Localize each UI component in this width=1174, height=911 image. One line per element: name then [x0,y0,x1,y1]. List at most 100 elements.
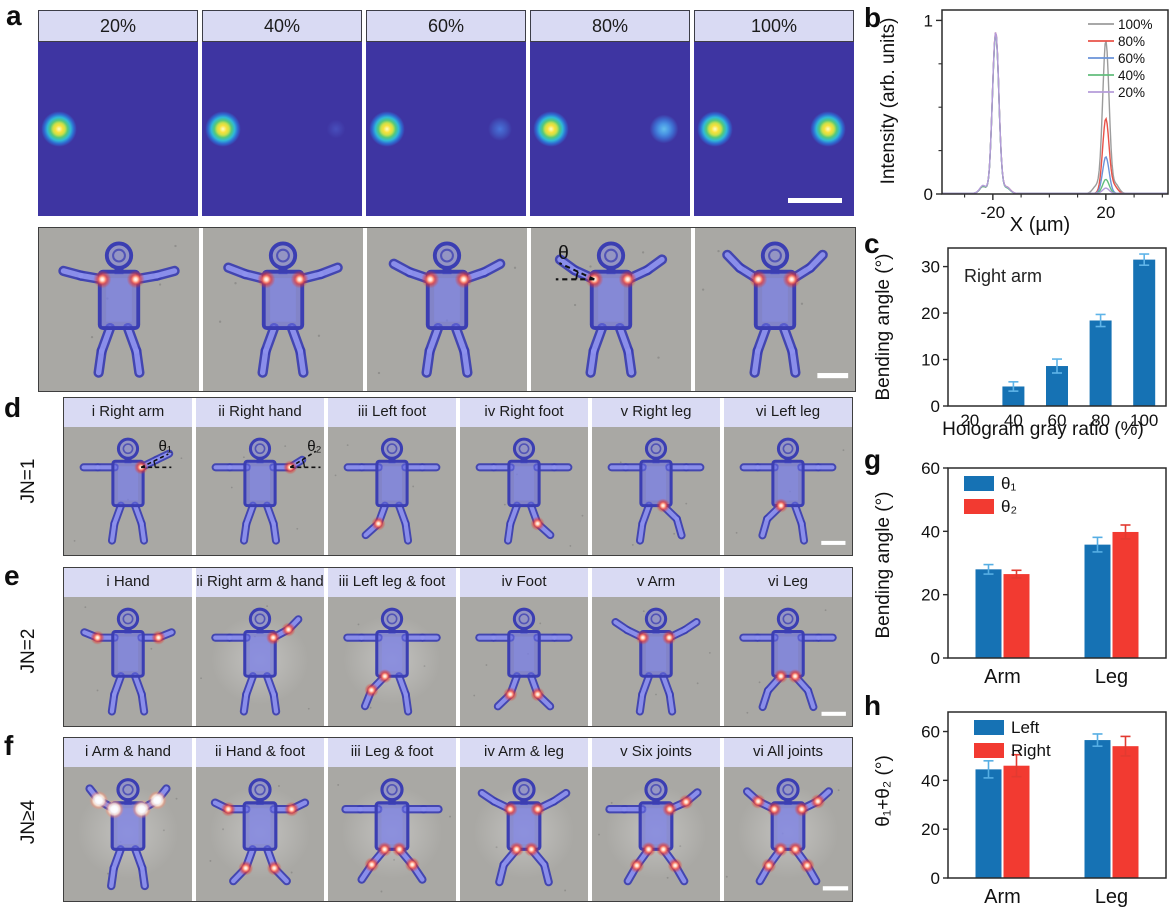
microrobot-image-area [328,767,456,901]
scale-bar [822,886,849,891]
laser-spot-R-hip [656,498,671,513]
microrobot-image [473,778,575,892]
laser-spot-R-shoulder [126,270,145,289]
chart-c-plot: 0 10 20 30 20 40 60 80 100 Right arm [906,238,1174,443]
optical-trap-spot [368,111,405,147]
panel-a-robot-row: θ [38,227,856,392]
microrobot-image-area [724,767,852,901]
svg-text:80%: 80% [1118,34,1145,49]
laser-spot-R-hip [788,841,803,857]
svg-text:60%: 60% [1118,51,1145,66]
microrobot-image-area [328,427,456,555]
microrobot-cell [695,228,855,391]
microrobot-image-area: θ₂ [196,427,324,555]
microrobot-cell: v Arm [592,568,720,726]
panel-letter-a: a [6,0,22,31]
microrobot-image-area [196,767,324,901]
svg-text:θ₁: θ₁ [159,438,173,455]
svg-text:20: 20 [921,820,940,839]
svg-text:40%: 40% [1118,68,1145,83]
chart-b-ylabel: Intensity (arb. units) [878,17,899,185]
microrobot-cell [39,228,199,391]
svg-text:0: 0 [931,649,940,668]
bar-chart-g: 0 20 40 60 Arm Leg θ₁ θ₂ [921,459,1167,688]
panel-f-row: i Arm & hand ii Hand & foot iii Leg & foot… [63,737,853,902]
microrobot-image [200,605,310,716]
svg-text:40: 40 [921,522,940,541]
hologram-image [530,42,690,216]
cell-caption: iv Right foot [460,398,588,427]
laser-spot-R-shoulder [132,799,152,819]
hologram-cell: 40% [202,10,362,216]
gray-ratio-label: 100% [694,10,854,42]
laser-spot-R-shoulder [454,270,473,289]
microrobot-image-area: θ₁ [64,427,192,555]
svg-text:0: 0 [931,397,940,416]
microrobot-image [473,607,573,711]
laser-spot-R-shoulder [662,630,677,645]
legend-swatch [974,720,1004,735]
laser-spot-L-hip [773,841,788,857]
svg-text:80: 80 [1091,411,1110,430]
microrobot-image-area [64,767,192,901]
microrobot-image [701,241,849,379]
laser-spot-L-elbow [90,630,105,645]
cell-caption: v Arm [592,568,720,597]
microrobot-image [343,607,441,716]
microrobot-image [725,778,849,891]
panel-letter-c: c [864,228,880,259]
cell-caption: vi All joints [724,738,852,767]
laser-spot-L-shoulder [93,270,112,289]
microrobot-image [739,607,846,716]
microrobot-image-area [592,597,720,726]
hologram-image [694,42,854,216]
cell-caption: i Hand [64,568,192,597]
svg-text:1: 1 [924,11,933,30]
laser-spot-L-elbow [750,793,766,809]
laser-spot-R-shoulder [134,460,149,475]
microrobot-image [377,241,517,378]
svg-text:θ₂: θ₂ [307,438,321,455]
laser-spot-L-elbow [220,801,236,817]
panel-letter-f: f [4,730,14,761]
microrobot-cell: ii Hand & foot [196,738,324,901]
svg-text:θ: θ [558,243,569,264]
microrobot-image-area [592,767,720,901]
cell-caption: iv Arm & leg [460,738,588,767]
microrobot-image [598,778,707,886]
microrobot-image [218,241,343,378]
chart-g-plot: 0 20 40 60 Arm Leg θ₁ θ₂ [906,456,1174,695]
svg-text:40: 40 [1004,411,1023,430]
svg-text:10: 10 [921,351,940,370]
chart-annotation: Right arm [964,266,1042,286]
svg-text:0: 0 [924,185,933,204]
chart-c-xlabel: Hologram gray ratio (%) [942,419,1144,440]
laser-spot-L-knee [761,858,777,873]
microrobot-cell: iv Right foot [460,398,588,555]
microrobot-cell: iv Foot [460,568,588,726]
scale-bar [788,198,842,203]
optical-trap-spot [532,111,569,147]
laser-spot-L-shoulder [421,270,440,289]
laser-spot-R-elbow [810,793,826,809]
cell-caption: v Right leg [592,398,720,427]
scale-bar [821,540,846,545]
microrobot-cell: vi All joints [724,738,852,901]
microrobot-cell: i Hand [64,568,192,726]
cell-caption: ii Right hand [196,398,324,427]
laser-spot-R-hip [788,669,803,684]
microrobot-image: θ [554,241,668,378]
laser-spot-R-shoulder [290,270,309,289]
svg-text:Leg: Leg [1095,886,1128,908]
legend-swatch [964,476,994,491]
gray-ratio-label: 40% [202,10,362,42]
laser-spot-R-elbow [147,790,167,810]
panel-letter-e: e [4,560,20,591]
laser-spot-R-elbow [281,622,296,637]
microrobot-image-area [64,597,192,726]
laser-spot-R-shoulder [794,801,810,817]
microrobot-image [80,606,176,716]
scale-bar [821,711,846,716]
scale-bar [817,373,849,379]
